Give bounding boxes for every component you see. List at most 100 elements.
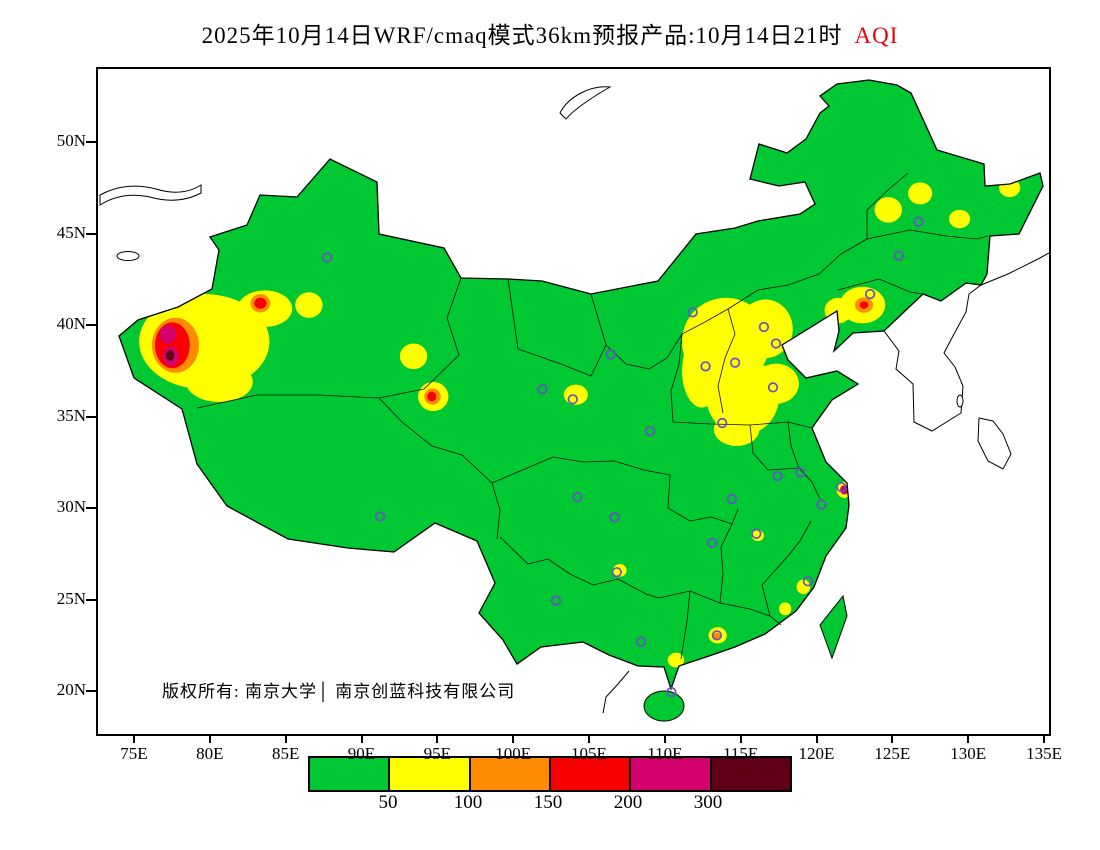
x-axis-tick-label: 95E xyxy=(423,744,452,763)
colorbar-tick-label: 300 xyxy=(693,792,723,813)
aqi-contour-blob xyxy=(254,297,267,309)
colorbar-tick-label: 100 xyxy=(453,792,483,813)
aqi-contour-blob xyxy=(713,632,721,640)
city-marker-icon xyxy=(913,216,924,227)
y-axis-tick-label: 50N xyxy=(56,131,86,150)
y-axis-tick-label: 40N xyxy=(56,314,86,333)
city-marker-icon xyxy=(609,512,620,523)
x-axis-tick-mark xyxy=(815,734,818,743)
city-marker-icon xyxy=(836,481,847,493)
city-marker-icon xyxy=(687,307,698,318)
colorbar-segment xyxy=(629,758,710,790)
aqi-contour-blob xyxy=(667,652,685,668)
city-marker-icon xyxy=(707,537,718,549)
x-axis-tick-mark xyxy=(360,734,363,743)
lake-balkhash xyxy=(99,184,202,206)
city-marker-icon xyxy=(321,252,333,263)
city-marker-icon xyxy=(864,288,876,300)
city-marker-icon xyxy=(816,499,827,510)
aqi-contour-blob xyxy=(165,349,175,361)
tsushima-island xyxy=(956,394,964,408)
x-axis-tick-label: 125E xyxy=(874,744,911,763)
x-axis-tick-mark xyxy=(967,734,970,743)
china-landmass xyxy=(119,80,1043,689)
x-axis-tick-label: 120E xyxy=(798,744,835,763)
city-marker-icon xyxy=(700,361,711,372)
aqi-contour-blob xyxy=(751,530,764,542)
x-axis-tick-mark xyxy=(1043,734,1046,743)
x-axis-tick-label: 80E xyxy=(196,744,224,763)
colorbar-segment xyxy=(468,758,549,790)
y-axis-tick-label: 45N xyxy=(56,222,86,242)
colorbar-tick-label: 150 xyxy=(533,792,563,813)
aqi-contour-blob xyxy=(738,299,793,359)
x-axis-tick-mark xyxy=(891,734,894,743)
x-axis-tick-mark xyxy=(133,734,135,743)
neighbor-coastlines xyxy=(99,86,1049,714)
vietnam-coastline xyxy=(602,670,630,714)
colorbar-segment xyxy=(548,758,630,790)
map-plot-area: 版权所有: 南京大学│ 南京创蓝科技有限公司 xyxy=(96,67,1051,736)
aqi-contour-blob xyxy=(948,209,971,229)
city-marker-icon xyxy=(726,493,738,505)
y-axis-tick-mark xyxy=(86,324,96,326)
x-axis-tick-label: 105E xyxy=(571,744,607,763)
x-axis-tick-label: 110E xyxy=(647,744,683,763)
aqi-contour-blob xyxy=(399,343,428,370)
city-marker-icon xyxy=(666,686,677,698)
city-marker-icon xyxy=(717,417,728,429)
y-axis-tick-mark xyxy=(86,141,96,143)
city-marker-icon xyxy=(537,384,548,395)
x-axis-tick-mark xyxy=(588,734,590,743)
x-axis-tick-label: 90E xyxy=(347,744,376,763)
city-marker-layer xyxy=(321,216,924,698)
city-marker-icon xyxy=(770,338,782,349)
colorbar-tick-label: 200 xyxy=(613,792,643,813)
city-marker-icon xyxy=(645,426,656,437)
aqi-contour-blob xyxy=(908,182,933,205)
x-axis-tick-label: 85E xyxy=(271,744,300,763)
x-axis-tick-mark xyxy=(436,734,439,743)
aqi-contour-blob xyxy=(295,292,323,318)
colorbar-segment xyxy=(388,758,469,790)
city-marker-icon xyxy=(893,250,905,261)
y-axis-tick-label: 25N xyxy=(56,588,86,608)
city-marker-icon xyxy=(767,382,779,393)
y-axis-tick-mark xyxy=(86,507,96,509)
x-axis-tick-mark xyxy=(663,734,666,743)
y-axis-tick-label: 20N xyxy=(56,680,86,699)
city-marker-icon xyxy=(795,467,806,478)
y-axis-tick-mark xyxy=(86,598,96,601)
colorbar-tick-label: 50 xyxy=(378,792,398,813)
figure-title-variable: AQI xyxy=(854,23,899,48)
province-borders xyxy=(196,172,989,660)
y-axis-tick-label: 35N xyxy=(56,405,86,425)
x-axis-tick-mark xyxy=(208,734,211,743)
aqi-contour-blob xyxy=(859,301,869,309)
aqi-contour-blob xyxy=(563,384,588,405)
colorbar-segment xyxy=(709,758,790,790)
aqi-contour-blob xyxy=(796,579,811,595)
taiwan-island xyxy=(819,594,848,660)
city-marker-icon xyxy=(729,357,741,368)
lake-alakol xyxy=(116,251,140,261)
y-axis-tick-mark xyxy=(86,415,96,418)
x-axis-tick-label: 75E xyxy=(120,744,148,763)
city-marker-icon xyxy=(751,528,762,539)
city-marker-icon xyxy=(550,595,562,606)
russia-coastline xyxy=(980,252,1049,286)
x-axis-tick-label: 130E xyxy=(950,744,987,763)
colorbar xyxy=(308,756,792,792)
colorbar-segment xyxy=(310,758,389,790)
city-marker-icon xyxy=(772,470,783,482)
x-axis-tick-mark xyxy=(512,734,515,743)
figure-title: 2025年10月14日WRF/cmaq模式36km预报产品:10月14日21时 A… xyxy=(0,16,1100,50)
china-national-border xyxy=(118,79,1044,692)
aqi-contour-blob xyxy=(779,602,792,616)
aqi-contour-blob xyxy=(427,391,437,402)
aqi-contour-blob xyxy=(682,334,722,408)
figure-title-text: 2025年10月14日WRF/cmaq模式36km预报产品:10月14日21时 xyxy=(201,23,843,48)
kyushu-island xyxy=(977,417,1012,470)
x-axis-tick-label: 135E xyxy=(1026,744,1062,763)
